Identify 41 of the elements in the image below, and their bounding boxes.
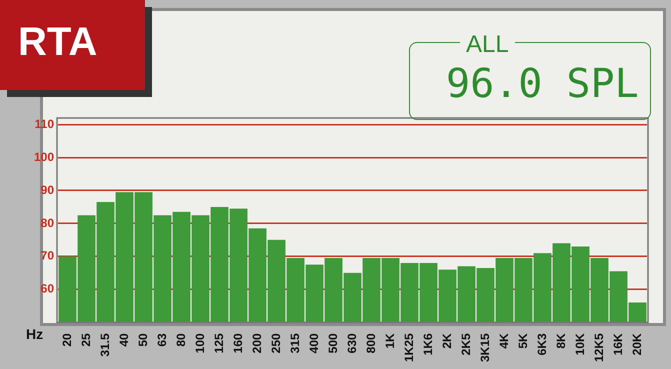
x-tick-label: 10K <box>572 332 587 356</box>
x-tick-label: 3K15 <box>478 332 492 362</box>
x-tick-label: 1K25 <box>402 332 416 362</box>
y-tick-label: 100 <box>34 150 54 164</box>
x-tick-label: 500 <box>326 332 340 354</box>
text: ALL <box>460 31 515 59</box>
x-tick-label: 1K <box>382 332 397 349</box>
x-axis-title: Hz <box>26 326 44 342</box>
x-tick-label: 25 <box>78 333 93 347</box>
x-tick-label: 1K6 <box>420 332 435 356</box>
x-tick-label: 2K <box>440 332 454 349</box>
x-tick-label: 2K5 <box>458 332 473 356</box>
y-tick-label: 70 <box>40 248 54 263</box>
x-tick-label: 8K <box>554 332 568 349</box>
x-tick-label: 20 <box>60 333 74 347</box>
x-tick-label: 63 <box>154 333 169 347</box>
x-tick-label: 50 <box>136 333 150 347</box>
y-tick-label: 60 <box>40 282 54 296</box>
x-tick-label: 630 <box>344 332 359 354</box>
x-tick-label: 250 <box>268 332 283 354</box>
chart-title: RTA <box>18 20 98 65</box>
x-tick-label: 12K5 <box>592 332 606 362</box>
y-tick-label: 110 <box>34 116 54 131</box>
x-tick-label: 160 <box>230 332 245 354</box>
x-tick-label: 40 <box>116 333 131 347</box>
x-tick-label: 100 <box>192 332 207 354</box>
x-tick-label: 80 <box>174 333 188 347</box>
y-tick-label: 90 <box>40 182 54 197</box>
x-tick-label: 5K <box>516 332 530 349</box>
x-tick-label: 800 <box>364 332 378 354</box>
x-tick-label: 20K <box>630 332 644 356</box>
x-tick-label: 400 <box>306 332 321 354</box>
x-tick-label: 4K <box>496 332 511 349</box>
x-tick-label: 6K3 <box>534 332 549 356</box>
x-tick-label: 16K <box>610 332 625 356</box>
y-tick-label: 80 <box>40 216 54 230</box>
x-tick-label: 200 <box>250 332 264 354</box>
x-tick-label: 125 <box>212 332 226 354</box>
text: 96.0 SPL <box>446 61 639 107</box>
x-tick-label: 315 <box>288 332 302 354</box>
x-tick-label: 31.5 <box>98 332 112 357</box>
